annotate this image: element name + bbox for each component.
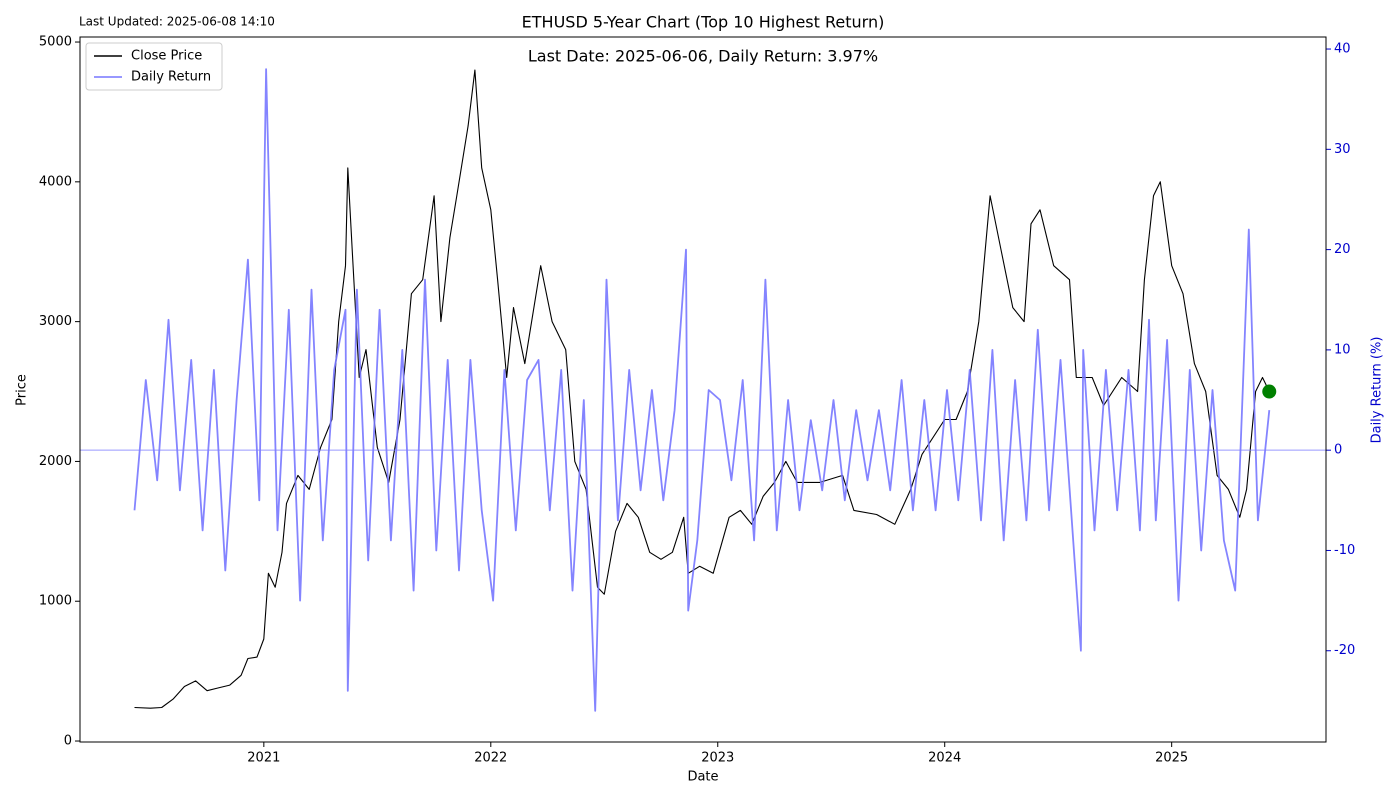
x-tick-label: 2025 bbox=[1155, 751, 1188, 766]
chart-title: ETHUSD 5-Year Chart (Top 10 Highest Retu… bbox=[522, 13, 885, 32]
y-tick-label: 5000 bbox=[39, 35, 72, 50]
x-tick-label: 2022 bbox=[474, 751, 507, 766]
legend-box bbox=[85, 42, 223, 91]
y-axis-label: Price bbox=[15, 374, 30, 406]
x-tick-label: 2023 bbox=[701, 751, 734, 766]
y2-tick-label: -10 bbox=[1334, 543, 1355, 558]
y-tick-label: 2000 bbox=[39, 454, 72, 469]
x-tick-label: 2024 bbox=[928, 751, 961, 766]
y-tick-label: 3000 bbox=[39, 314, 72, 329]
y2-tick-label: 0 bbox=[1334, 443, 1342, 458]
last-point-marker bbox=[1262, 384, 1277, 399]
annotation: Last Date: 2025-06-06, Daily Return: 3.9… bbox=[528, 47, 878, 66]
y-tick-label: 0 bbox=[64, 734, 72, 749]
y2-tick-label: -20 bbox=[1334, 643, 1355, 658]
legend-label: Daily Return bbox=[131, 70, 211, 85]
legend-label: Close Price bbox=[131, 49, 202, 64]
y-tick-label: 1000 bbox=[39, 594, 72, 609]
last-updated: Last Updated: 2025-06-08 14:10 bbox=[79, 15, 275, 29]
y2-axis-label: Daily Return (%) bbox=[1370, 337, 1385, 444]
y2-tick-label: 40 bbox=[1334, 42, 1351, 57]
plot-frame bbox=[79, 36, 1327, 743]
y-tick-label: 4000 bbox=[39, 174, 72, 189]
y2-tick-label: 20 bbox=[1334, 242, 1351, 257]
x-tick-label: 2021 bbox=[247, 751, 280, 766]
y2-tick-label: 10 bbox=[1334, 342, 1351, 357]
x-axis-label: Date bbox=[687, 770, 718, 785]
y2-tick-label: 30 bbox=[1334, 142, 1351, 157]
